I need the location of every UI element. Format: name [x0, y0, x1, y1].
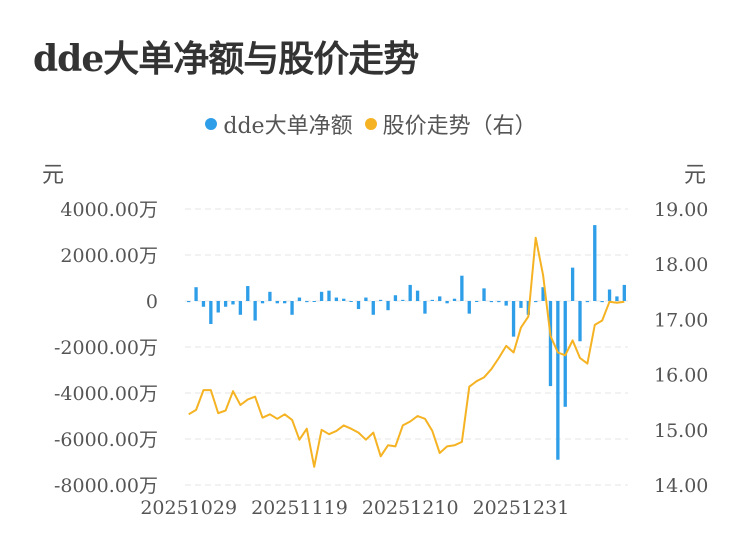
dde-bar: [548, 301, 553, 387]
dde-bar: [615, 296, 619, 301]
dde-bar: [290, 301, 294, 315]
dde-bar: [275, 301, 279, 304]
dde-bar: [334, 297, 339, 301]
x-tick-label: 20251210: [362, 497, 459, 519]
dde-bar: [297, 297, 302, 301]
dde-bar: [438, 296, 442, 301]
dde-bar: [607, 289, 612, 301]
dde-bar: [541, 287, 545, 301]
right-tick-label: 19.00: [654, 199, 708, 221]
x-tick-label: 20251119: [251, 497, 348, 519]
dde-bar: [423, 301, 427, 314]
legend-label-dde: dde大单净额: [223, 114, 353, 139]
dde-bar: [585, 301, 590, 303]
right-tick-label: 15.00: [654, 420, 708, 442]
dde-bar: [401, 299, 405, 301]
dde-bar: [474, 301, 479, 302]
legend: dde大单净额 股价走势（右）: [0, 108, 750, 140]
dde-bar: [223, 301, 228, 307]
left-tick-label: -8000.00万: [54, 475, 158, 497]
dde-bar: [622, 284, 626, 301]
legend-marker-price: [364, 118, 377, 130]
dde-bar: [593, 225, 597, 301]
dde-bar: [452, 298, 457, 301]
right-tick-label: 16.00: [654, 365, 708, 387]
dde-bar: [430, 299, 435, 301]
dde-bar: [497, 301, 501, 303]
right-tick-label: 14.00: [654, 475, 708, 497]
dde-bar: [327, 290, 331, 301]
dde-bar: [187, 301, 191, 303]
dde-bar: [283, 301, 287, 304]
left-tick-label: 2000.00万: [60, 245, 158, 267]
left-tick-label: 4000.00万: [60, 199, 158, 221]
dde-bar: [253, 301, 257, 321]
dde-bar: [312, 301, 316, 302]
legend-item-price[interactable]: 股价走势（右）: [364, 108, 537, 140]
left-tick-label: -4000.00万: [54, 383, 158, 405]
dde-bar: [570, 267, 575, 301]
dde-bar: [482, 288, 486, 301]
dde-bar: [305, 301, 309, 303]
dde-bar: [268, 291, 272, 301]
dde-bar: [556, 301, 560, 460]
dde-bar: [504, 301, 508, 306]
dde-bar: [371, 301, 375, 315]
left-tick-label: -6000.00万: [54, 429, 158, 451]
right-axis-unit: 元: [684, 163, 707, 188]
dde-bar: [467, 301, 471, 314]
dde-bar: [231, 301, 235, 305]
price-line: [188, 236, 625, 468]
right-tick-label: 17.00: [654, 309, 708, 331]
legend-item-dde[interactable]: dde大单净额: [205, 108, 353, 140]
dde-bar: [511, 301, 516, 337]
x-tick-label: 20251029: [140, 497, 237, 519]
chart-title: dde大单净额与股价走势: [33, 38, 419, 80]
left-axis-unit: 元: [42, 163, 65, 188]
dde-bar: [489, 301, 494, 303]
dde-bar: [600, 301, 604, 303]
left-tick-label: -2000.00万: [54, 337, 158, 359]
dde-bar: [194, 287, 198, 301]
dde-bar: [408, 284, 412, 301]
dde-bar: [216, 301, 220, 313]
dde-bar: [393, 295, 398, 301]
dde-bar: [415, 290, 420, 301]
dde-bar: [319, 291, 324, 301]
dde-bar: [578, 301, 582, 342]
dde-bar: [460, 275, 464, 301]
dde-bar: [356, 301, 361, 310]
dde-bar: [349, 301, 353, 302]
dde-bar: [378, 299, 383, 301]
left-tick-label: 0: [146, 291, 158, 313]
x-tick-label: 20251231: [473, 497, 570, 519]
dde-bar: [364, 297, 368, 301]
dde-bar: [342, 298, 346, 301]
dde-bar: [246, 286, 250, 301]
dde-bar: [201, 301, 206, 307]
dde-bar: [386, 301, 390, 311]
legend-marker-dde: [205, 118, 218, 130]
dde-bar: [445, 301, 449, 304]
legend-label-price: 股价走势（右）: [382, 114, 537, 139]
dde-bar: [519, 301, 523, 308]
dde-bar: [238, 301, 243, 315]
dde-bar: [534, 301, 538, 303]
right-tick-label: 18.00: [654, 254, 708, 276]
dde-bar: [209, 301, 213, 324]
dde-bar: [260, 301, 265, 304]
